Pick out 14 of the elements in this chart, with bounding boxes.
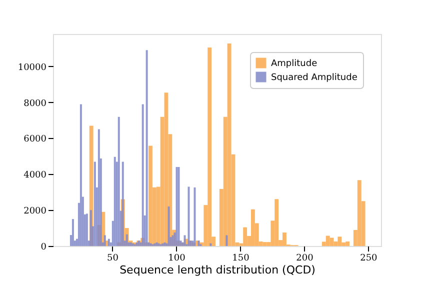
x-tick-label: 100 <box>168 254 186 264</box>
y-tick-label: 0 <box>40 242 47 252</box>
y-tick-label: 6000 <box>24 134 47 145</box>
x-tick-label: 50 <box>107 254 119 264</box>
x-axis-title: Sequence length distribution (QCD) <box>120 264 316 276</box>
x-tick-label: 200 <box>296 254 314 264</box>
y-tick-label: 4000 <box>24 170 47 181</box>
y-tick-label: 10000 <box>18 62 47 73</box>
legend-label: Squared Amplitude <box>271 73 358 83</box>
legend-label: Amplitude <box>271 59 318 69</box>
y-tick-label: 2000 <box>24 206 47 217</box>
y-tick-label: 8000 <box>24 98 47 109</box>
x-tick-label: 250 <box>360 254 378 264</box>
x-tick-label: 150 <box>232 254 250 264</box>
